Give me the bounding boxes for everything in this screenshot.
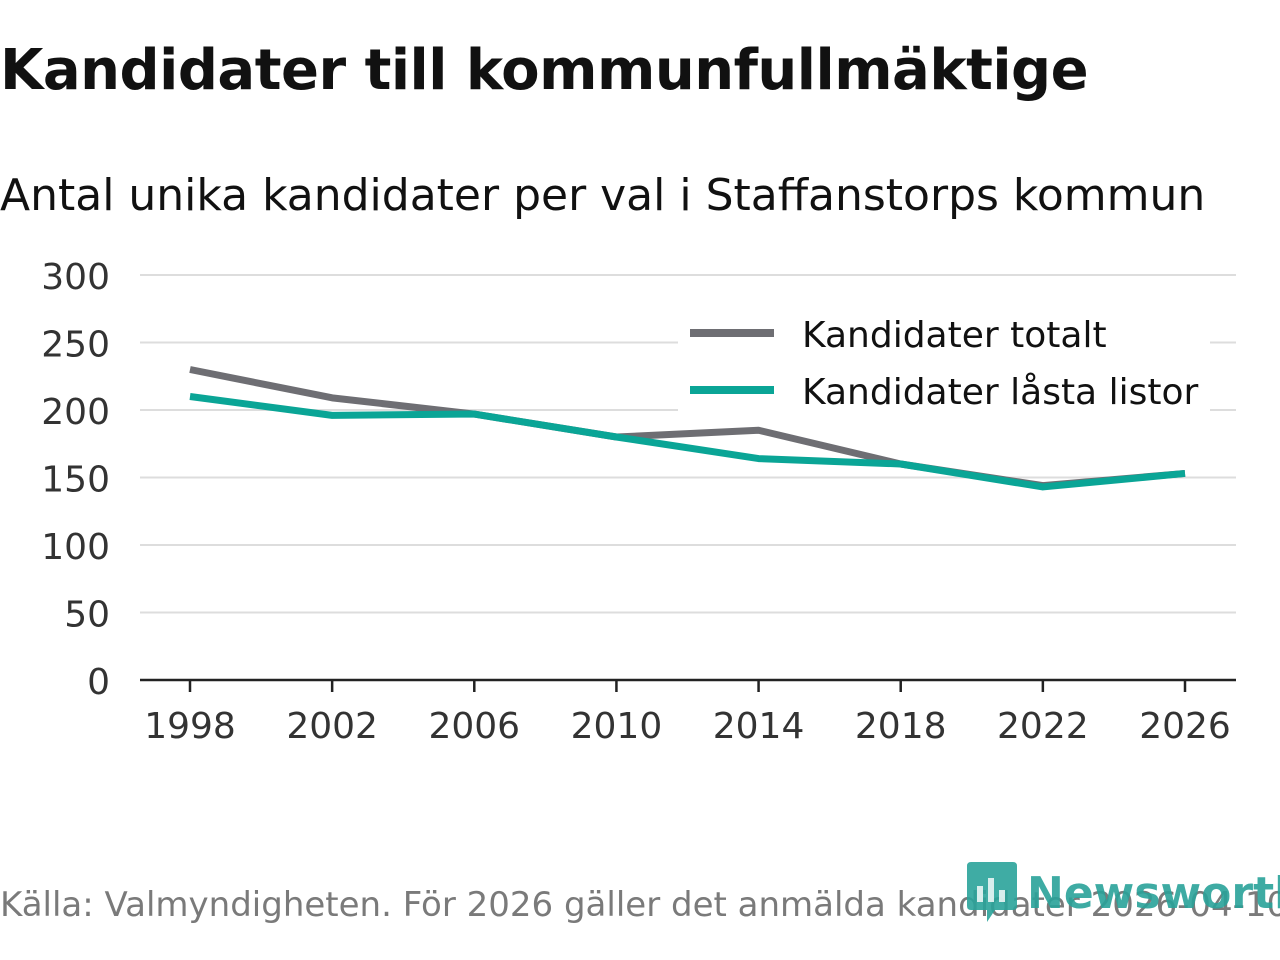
y-axis-ticks: 0 50 100 150 200 250 300: [41, 257, 110, 703]
y-tick-label-250: 250: [41, 325, 110, 366]
x-tick-label-2010: 2010: [571, 706, 663, 747]
x-tick-label-2018: 2018: [855, 706, 947, 747]
brand-logo: Newsworthy: [965, 862, 1280, 924]
legend-label-0: Kandidater totalt: [802, 315, 1107, 356]
chart-subtitle: Antal unika kandidater per val i Staffan…: [0, 170, 1206, 221]
series-lines: [189, 366, 1186, 491]
y-tick-label-50: 50: [64, 595, 110, 636]
newsworthy-logo-icon: [967, 862, 1017, 922]
y-tick-label-0: 0: [87, 662, 110, 703]
x-tick-label-2014: 2014: [713, 706, 805, 747]
y-tick-label-100: 100: [41, 527, 110, 568]
legend: Kandidater totalt Kandidater låsta listor: [678, 306, 1210, 418]
chart-title: Kandidater till kommunfullmäktige: [0, 38, 1089, 103]
x-tick-label-1998: 1998: [144, 706, 236, 747]
x-tick-label-2006: 2006: [428, 706, 520, 747]
y-tick-label-200: 200: [41, 392, 110, 433]
y-tick-label-300: 300: [41, 257, 110, 298]
x-tick-label-2026: 2026: [1139, 706, 1231, 747]
y-tick-label-150: 150: [41, 460, 110, 501]
source-note: Källa: Valmyndigheten. För 2026 gäller d…: [0, 885, 1280, 925]
x-tick-label-2022: 2022: [997, 706, 1089, 747]
brand-name: Newsworthy: [1027, 867, 1280, 919]
legend-background: [678, 306, 1210, 418]
x-axis-ticks: 1998 2002 2006 2010 2014 2018 2022 2026: [144, 680, 1231, 747]
legend-label-1: Kandidater låsta listor: [802, 372, 1198, 413]
series-line-1: [189, 393, 1186, 491]
x-tick-label-2002: 2002: [286, 706, 378, 747]
